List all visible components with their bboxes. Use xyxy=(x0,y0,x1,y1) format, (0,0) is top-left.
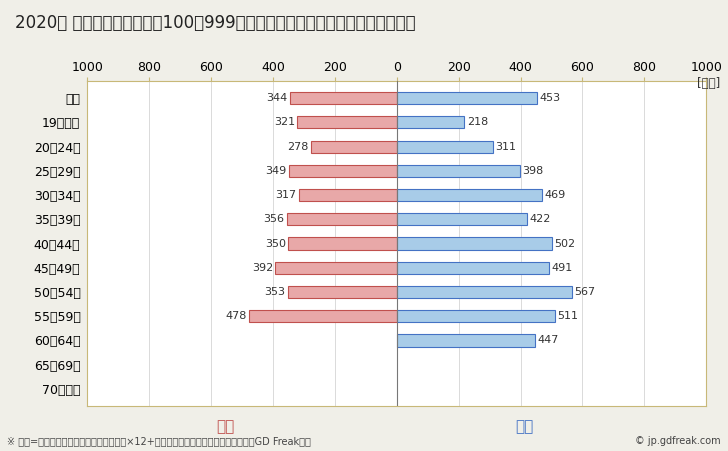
Text: 453: 453 xyxy=(539,93,561,103)
Text: ※ 年収=「きまって支給する現金給与額」×12+「年間賞与その他特別給与額」としてGD Freak推計: ※ 年収=「きまって支給する現金給与額」×12+「年間賞与その他特別給与額」とし… xyxy=(7,437,311,446)
Bar xyxy=(397,310,555,322)
Text: 422: 422 xyxy=(530,214,551,224)
Text: 491: 491 xyxy=(551,263,572,273)
Text: 511: 511 xyxy=(558,311,578,321)
Bar xyxy=(289,165,397,177)
Bar xyxy=(298,189,397,201)
Text: 469: 469 xyxy=(545,190,566,200)
Text: 男性: 男性 xyxy=(515,419,534,434)
Bar xyxy=(249,310,397,322)
Bar xyxy=(397,334,535,346)
Text: 392: 392 xyxy=(252,263,273,273)
Text: 218: 218 xyxy=(467,117,488,127)
Bar xyxy=(311,141,397,153)
Bar xyxy=(397,189,542,201)
Text: 311: 311 xyxy=(496,142,516,152)
Text: 2020年 民間企業（従業者数100～999人）フルタイム労働者の男女別平均年収: 2020年 民間企業（従業者数100～999人）フルタイム労働者の男女別平均年収 xyxy=(15,14,415,32)
Text: 321: 321 xyxy=(274,117,295,127)
Text: 350: 350 xyxy=(265,239,286,249)
Text: 女性: 女性 xyxy=(216,419,235,434)
Bar xyxy=(397,141,493,153)
Bar xyxy=(287,213,397,226)
Text: 478: 478 xyxy=(225,311,246,321)
Text: 353: 353 xyxy=(264,287,285,297)
Text: 349: 349 xyxy=(265,166,286,176)
Bar xyxy=(397,116,464,129)
Bar xyxy=(397,238,552,249)
Bar xyxy=(397,262,549,274)
Bar xyxy=(275,262,397,274)
Text: 278: 278 xyxy=(287,142,308,152)
Bar xyxy=(290,92,397,104)
Text: 567: 567 xyxy=(574,287,596,297)
Bar xyxy=(397,286,572,298)
Bar xyxy=(288,238,397,249)
Text: 398: 398 xyxy=(523,166,544,176)
Bar xyxy=(397,165,520,177)
Text: © jp.gdfreak.com: © jp.gdfreak.com xyxy=(635,437,721,446)
Text: [万円]: [万円] xyxy=(697,77,721,90)
Bar xyxy=(397,213,527,226)
Text: 447: 447 xyxy=(537,336,559,345)
Text: 502: 502 xyxy=(555,239,576,249)
Bar xyxy=(288,286,397,298)
Text: 356: 356 xyxy=(263,214,284,224)
Bar xyxy=(397,92,537,104)
Text: 317: 317 xyxy=(275,190,296,200)
Text: 344: 344 xyxy=(266,93,288,103)
Bar xyxy=(298,116,397,129)
